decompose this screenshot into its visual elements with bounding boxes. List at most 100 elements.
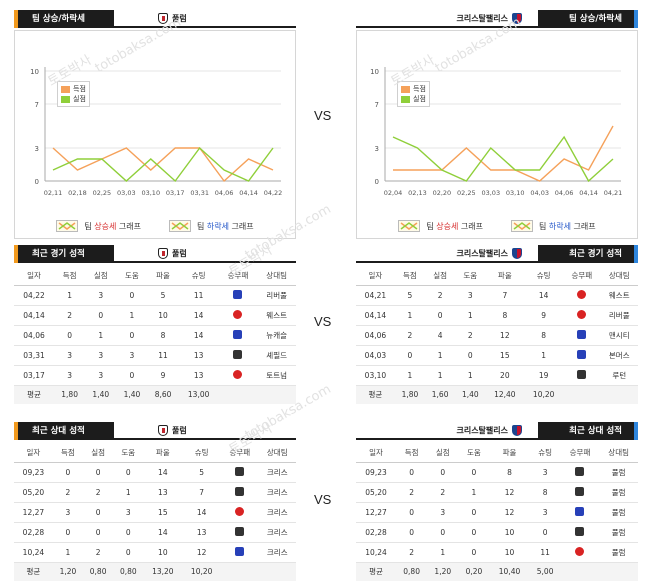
average-row: 평균 1,20 0,80 0,80 13,20 10,20 xyxy=(14,562,296,581)
table-cell: 3 xyxy=(54,365,86,386)
column-header: 승무패 xyxy=(560,444,600,463)
x-tick-label: 02,18 xyxy=(68,189,87,197)
x-tick-label: 03,03 xyxy=(117,189,136,197)
table-cell: 05,20 xyxy=(356,482,397,503)
result-cell xyxy=(218,345,258,366)
average-row: 평균 0,80 1,20 0,20 10,40 5,00 xyxy=(356,562,638,581)
table-cell: 2 xyxy=(394,325,426,346)
table-cell: 02,28 xyxy=(14,522,53,543)
column-header: 실점 xyxy=(425,267,456,286)
x-tick-label: 02,13 xyxy=(408,189,427,197)
x-tick-label: 04,06 xyxy=(215,189,234,197)
win-result-icon xyxy=(575,506,585,516)
table-row: 04,03 0 1 0 15 1 본머스 xyxy=(356,345,638,366)
h2h-tab[interactable]: 최근 상대 성적 xyxy=(538,422,638,440)
table-cell: 0 xyxy=(394,345,426,366)
column-header: 득점 xyxy=(396,444,428,463)
down-graph-icon xyxy=(511,220,533,232)
table-cell: 11 xyxy=(529,542,561,563)
h2h-tab[interactable]: 최근 상대 성적 xyxy=(14,422,114,440)
trend-tab[interactable]: 팀 상승/하락세 xyxy=(538,10,638,28)
table-row: 12,27 0 3 0 12 3 풀럼 xyxy=(356,502,638,523)
table-cell: 0 xyxy=(85,305,117,326)
table-cell: 풀럼 xyxy=(599,522,638,543)
average-cell xyxy=(258,562,296,581)
average-cell: 10,20 xyxy=(182,562,222,581)
vs-label: VS xyxy=(314,314,332,329)
left-trend-panel: 팀 상승/하락세 풀럼 0 3 7 10 02,11 02,18 02,25 03,03 03,… xyxy=(14,10,296,239)
column-header: 슈팅 xyxy=(182,444,222,463)
column-header: 상대팀 xyxy=(257,267,296,286)
column-header: 상대팀 xyxy=(599,444,638,463)
average-cell: 평균 xyxy=(14,385,55,404)
average-cell xyxy=(257,385,296,404)
table-cell: 0 xyxy=(54,325,86,346)
series-line-conceded xyxy=(392,135,614,183)
average-cell: 1,80 xyxy=(394,385,426,404)
table-row: 02,28 0 0 0 14 13 크리스 xyxy=(14,522,296,543)
table-row: 03,17 3 3 0 9 13 토트넘 xyxy=(14,365,296,386)
header-rule xyxy=(14,438,296,440)
x-tick-label: 03,17 xyxy=(166,189,185,197)
table-cell: 15 xyxy=(143,502,183,523)
trend-tab[interactable]: 팀 상승/하락세 xyxy=(14,10,114,28)
average-row: 평균 1,80 1,60 1,40 12,40 10,20 xyxy=(356,385,638,404)
table-cell: 2 xyxy=(455,325,486,346)
down-graph-icon xyxy=(169,220,191,232)
average-cell xyxy=(218,385,258,404)
left-h2h-panel: 최근 상대 성적 풀럼 일자 득점 실점 도움 파울 슈팅 승무패 상대팀 09,23 0 0 0 14… xyxy=(14,422,296,581)
table-cell: 10 xyxy=(143,542,183,563)
table-cell: 1 xyxy=(455,365,486,386)
column-header: 일자 xyxy=(356,444,397,463)
table-cell: 뉴캐슬 xyxy=(257,325,296,346)
column-header: 득점 xyxy=(52,444,84,463)
table-cell: 2 xyxy=(54,305,86,326)
table-cell: 풀럼 xyxy=(599,502,638,523)
table-row: 05,20 2 2 1 12 8 풀럼 xyxy=(356,482,638,503)
table-cell: 8 xyxy=(489,462,530,483)
column-header: 파울 xyxy=(147,267,179,286)
column-header: 파울 xyxy=(489,444,530,463)
table-cell: 8 xyxy=(147,325,179,346)
x-tick-label: 02,25 xyxy=(93,189,112,197)
table-row: 04,14 1 0 1 8 9 리버풀 xyxy=(356,305,638,326)
recent-tab[interactable]: 최근 경기 성적 xyxy=(538,245,638,263)
average-cell: 5,00 xyxy=(529,562,561,581)
table-cell: 7 xyxy=(485,285,525,306)
y-tick-label: 10 xyxy=(30,68,39,76)
table-cell: 0 xyxy=(116,365,148,386)
table-cell: 12 xyxy=(489,482,530,503)
column-header: 슈팅 xyxy=(178,267,219,286)
fulham-crest-icon xyxy=(158,248,168,259)
column-header: 상대팀 xyxy=(258,444,296,463)
table-cell: 0 xyxy=(458,522,490,543)
average-cell: 10,40 xyxy=(489,562,530,581)
result-cell xyxy=(221,462,259,483)
win-result-icon xyxy=(233,329,243,339)
average-cell: 0,80 xyxy=(113,562,144,581)
table-cell: 0 xyxy=(52,462,84,483)
header-rule xyxy=(356,26,638,28)
draw-result-icon xyxy=(575,466,585,476)
vs-label: VS xyxy=(314,492,332,507)
table-row: 04,22 1 3 0 5 11 리버풀 xyxy=(14,285,296,306)
table-cell: 10 xyxy=(489,522,530,543)
column-header: 도움 xyxy=(458,444,490,463)
table-cell: 0 xyxy=(83,462,114,483)
win-result-icon xyxy=(577,349,587,359)
table-cell: 루턴 xyxy=(600,365,638,386)
draw-result-icon xyxy=(577,369,587,379)
table-cell: 10,24 xyxy=(14,542,53,563)
result-cell xyxy=(563,365,601,386)
table-cell: 0 xyxy=(425,305,456,326)
draw-result-icon xyxy=(235,466,245,476)
average-cell: 13,00 xyxy=(178,385,219,404)
table-row: 10,24 2 1 0 10 11 풀럼 xyxy=(356,542,638,563)
x-tick-label: 04,22 xyxy=(264,189,283,197)
table-row: 09,23 0 0 0 14 5 크리스 xyxy=(14,462,296,483)
draw-result-icon xyxy=(235,526,245,536)
table-cell: 1 xyxy=(458,482,490,503)
average-cell: 1,60 xyxy=(425,385,456,404)
table-row: 10,24 1 2 0 10 12 크리스 xyxy=(14,542,296,563)
recent-tab[interactable]: 최근 경기 성적 xyxy=(14,245,114,263)
